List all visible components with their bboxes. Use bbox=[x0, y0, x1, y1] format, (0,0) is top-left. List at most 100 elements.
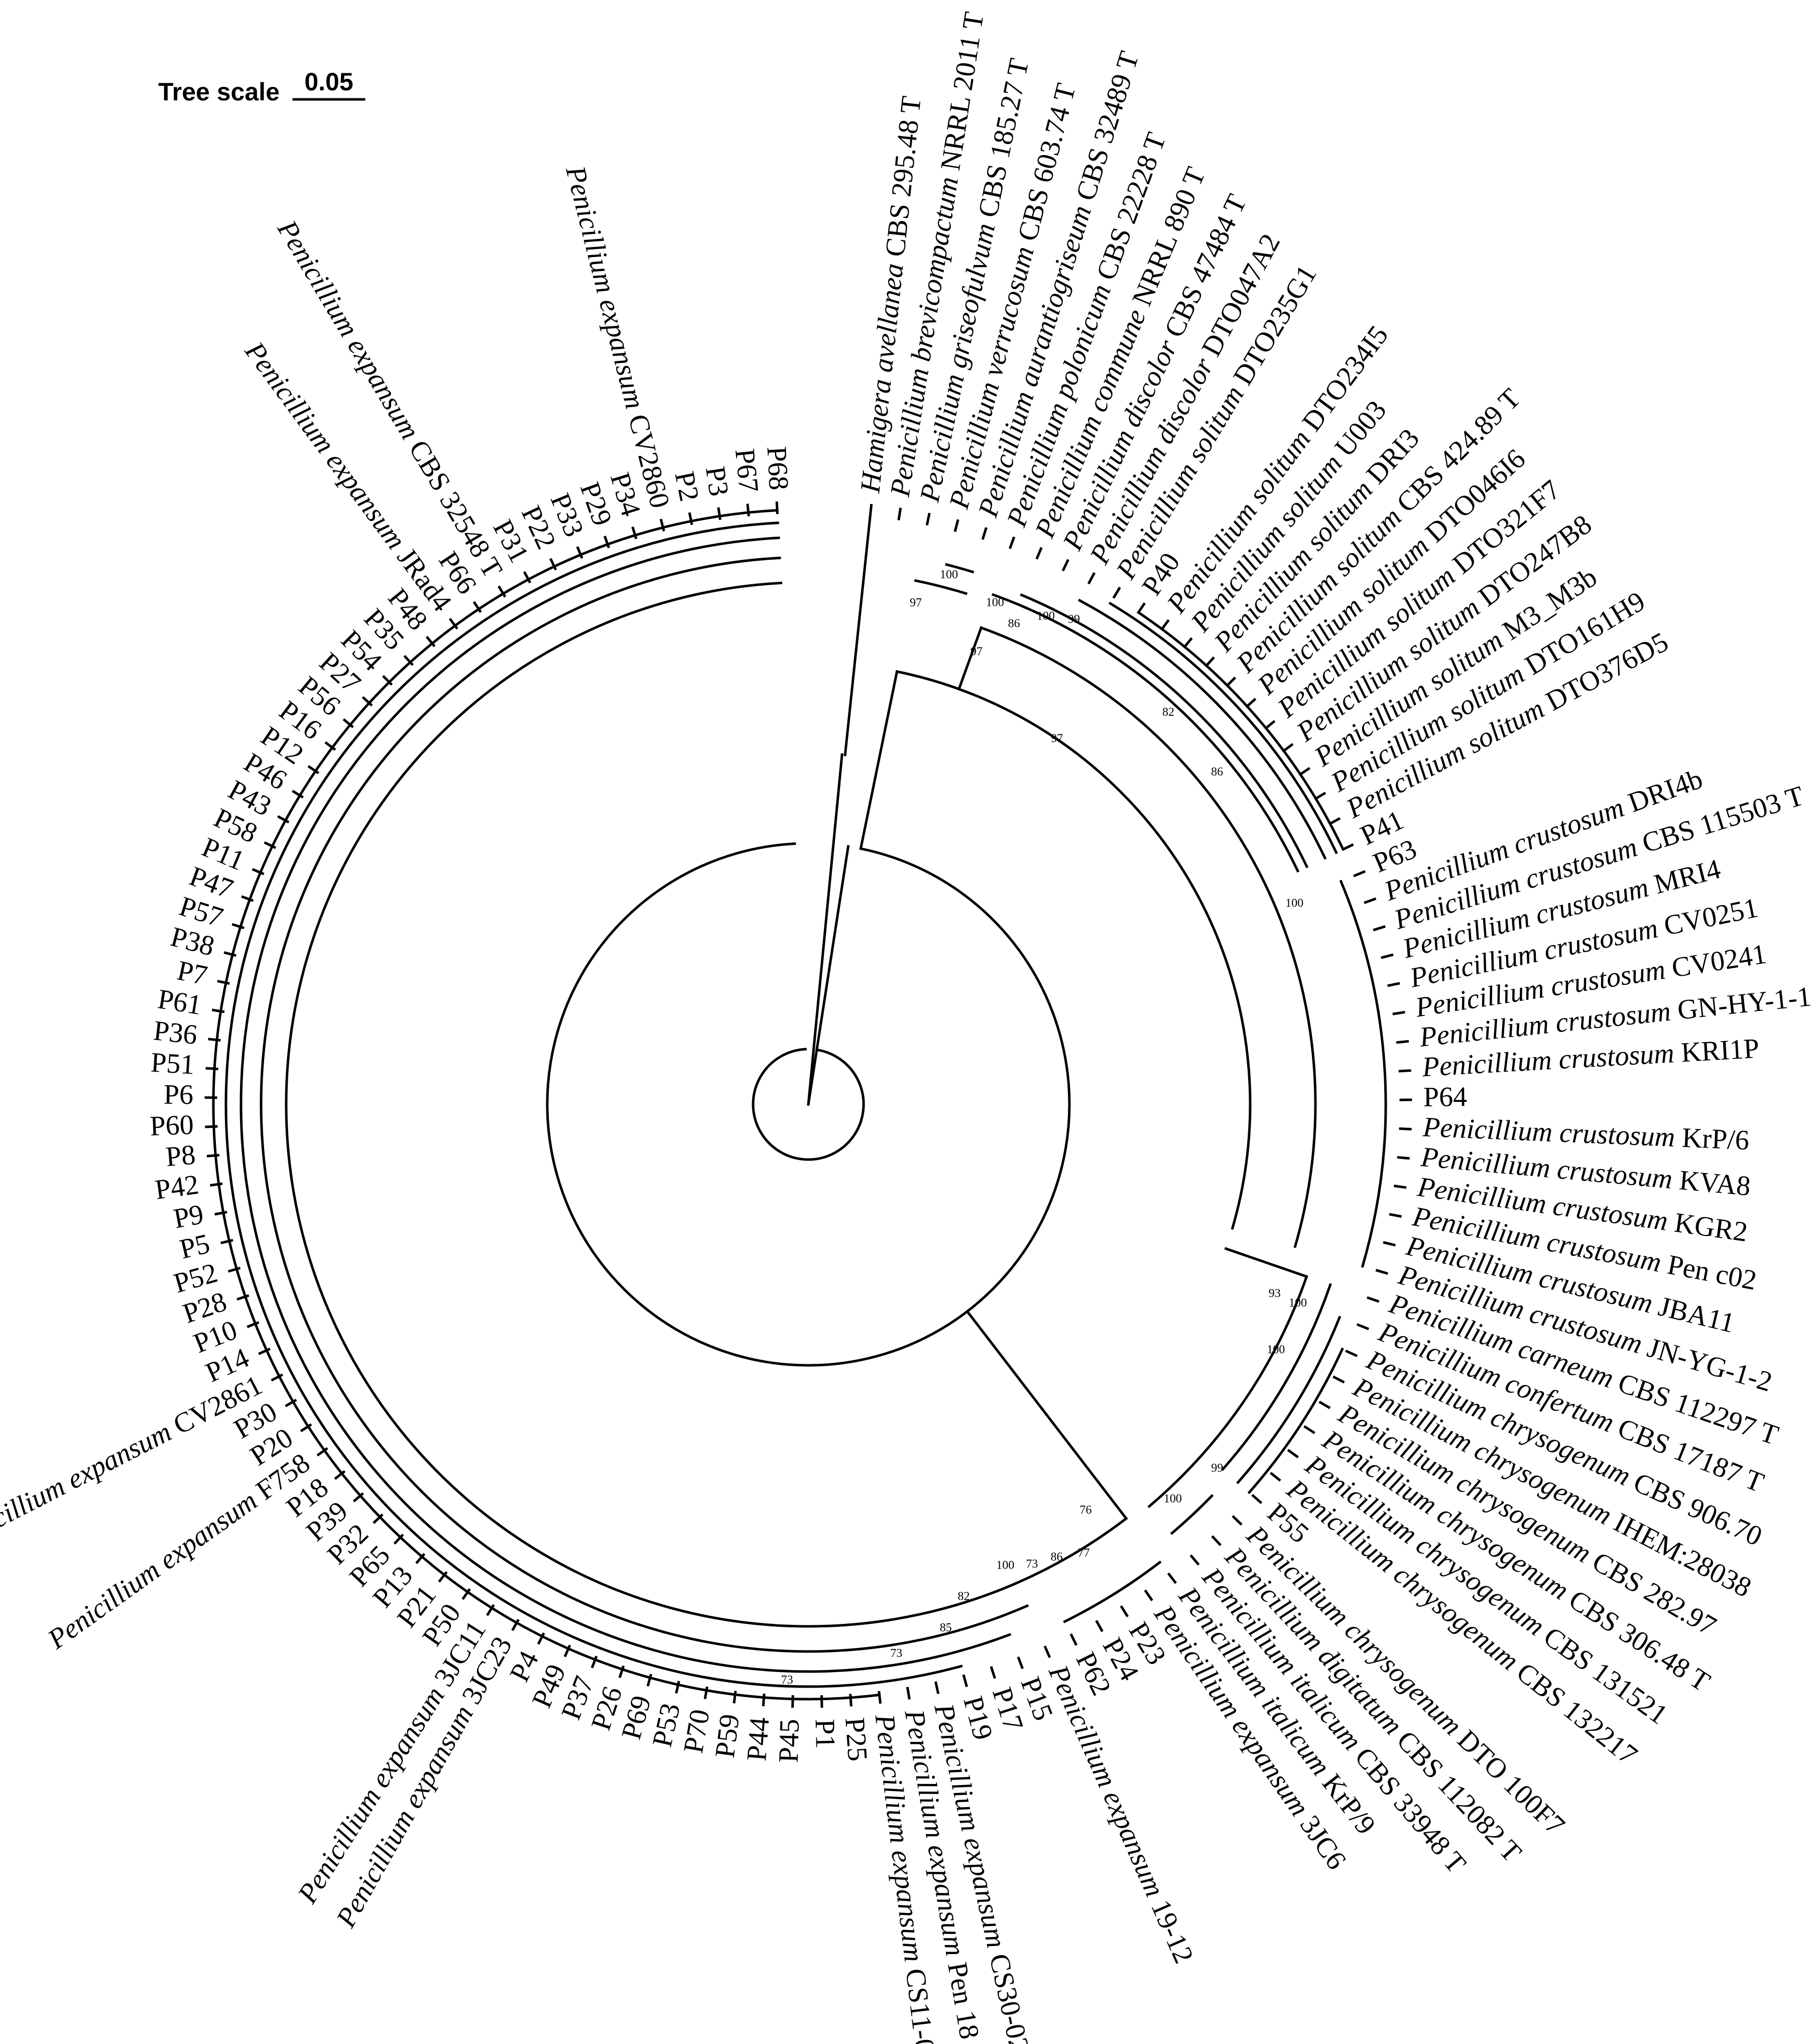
terminal-branch bbox=[373, 1513, 384, 1524]
support-value: 100 bbox=[996, 1559, 1014, 1572]
terminal-branch bbox=[1393, 1184, 1407, 1189]
terminal-branch bbox=[1332, 1375, 1345, 1384]
tree-scale-title: Tree scale bbox=[158, 78, 280, 106]
terminal-branch bbox=[1008, 536, 1016, 549]
leaf-strain-id: KVA8 bbox=[1678, 1165, 1752, 1202]
terminal-branch bbox=[258, 1347, 271, 1355]
clade-arc bbox=[285, 581, 1128, 1628]
terminal-branch bbox=[897, 507, 902, 521]
terminal-branch bbox=[1061, 559, 1069, 572]
terminal-branch bbox=[252, 868, 265, 875]
leaf-strain-id: P8 bbox=[164, 1139, 196, 1173]
terminal-branch bbox=[523, 571, 532, 584]
clade-arc bbox=[1339, 879, 1387, 1268]
terminal-branch bbox=[703, 1686, 708, 1700]
terminal-branch bbox=[210, 1182, 223, 1187]
terminal-branch bbox=[425, 635, 436, 648]
terminal-branch bbox=[277, 815, 290, 824]
terminal-branch bbox=[618, 1665, 625, 1679]
terminal-branch bbox=[925, 513, 931, 526]
leaf-strain-id: P45 bbox=[773, 1719, 805, 1763]
terminal-branch bbox=[1356, 1323, 1369, 1331]
leaf-strain-id: P61 bbox=[156, 983, 204, 1021]
clade-arc bbox=[1077, 598, 1327, 860]
terminal-branch bbox=[1160, 619, 1170, 631]
leaf-strain-id: P70 bbox=[678, 1707, 716, 1755]
support-value: 100 bbox=[940, 568, 958, 581]
leaf-label: P8 bbox=[164, 1139, 196, 1173]
terminal-branch bbox=[1345, 1349, 1358, 1357]
terminal-branch bbox=[231, 923, 245, 930]
terminal-branch bbox=[631, 526, 638, 540]
clade-arc bbox=[752, 1048, 865, 1161]
terminal-branch bbox=[448, 617, 458, 630]
clade-arc bbox=[945, 563, 975, 574]
leaf-strain-id: P64 bbox=[1423, 1081, 1468, 1113]
terminal-branch bbox=[415, 1553, 426, 1565]
leaf-label: P7 bbox=[175, 955, 210, 991]
terminal-branch bbox=[220, 1239, 233, 1244]
terminal-branch bbox=[1035, 547, 1043, 560]
terminal-branch bbox=[236, 1294, 250, 1301]
clade-arc bbox=[224, 521, 963, 1688]
terminal-branch bbox=[1087, 572, 1096, 585]
leaf-label: P25 bbox=[839, 1716, 873, 1762]
terminal-branch bbox=[352, 1492, 364, 1503]
terminal-branch bbox=[1328, 817, 1341, 826]
terminal-branch bbox=[1314, 792, 1326, 801]
leaf-label: P3 bbox=[699, 464, 735, 498]
terminal-branch bbox=[1095, 1620, 1104, 1632]
terminal-branch bbox=[285, 1398, 297, 1408]
terminal-branch bbox=[762, 1694, 766, 1707]
leaf-label: P42 bbox=[153, 1169, 201, 1206]
clade-arc bbox=[1063, 1560, 1162, 1623]
leaf-strain-id: CS11-01 bbox=[899, 1967, 942, 2044]
leaf-label: Penicillium expansum CV2860 bbox=[559, 163, 675, 512]
terminal-branch bbox=[472, 601, 482, 613]
terminal-branch bbox=[1392, 1010, 1405, 1015]
leaf-label: P36 bbox=[152, 1015, 199, 1051]
terminal-branch bbox=[1282, 743, 1294, 753]
terminal-branch bbox=[646, 1674, 653, 1687]
clade-arc bbox=[1236, 1316, 1342, 1484]
terminal-branch bbox=[1204, 656, 1215, 668]
clade-arc bbox=[546, 842, 1071, 1367]
leaf-strain-id: Pen c02 bbox=[1665, 1249, 1759, 1296]
terminal-branch bbox=[675, 1681, 680, 1694]
support-value: 100 bbox=[1289, 1297, 1307, 1310]
clade-arc bbox=[1247, 1347, 1344, 1494]
terminal-branch bbox=[1225, 676, 1237, 688]
terminal-branch bbox=[981, 527, 988, 540]
leaf-label: P5 bbox=[177, 1228, 213, 1265]
support-value: 73 bbox=[781, 1674, 793, 1687]
leaf-label: Penicillium expansum 3JC23 bbox=[330, 1631, 518, 1933]
terminal-branch bbox=[1383, 1241, 1396, 1247]
leaf-strain-id: CS30-02 bbox=[983, 1951, 1035, 2044]
leaf-label: P45 bbox=[773, 1719, 805, 1763]
support-values: 100 97 100 97 86 100 99 82 86 97 100 93 100 100 99 100 7… bbox=[781, 568, 1307, 1687]
terminal-branch bbox=[227, 1266, 241, 1273]
leaf-strain-id: DRI4b bbox=[1624, 763, 1707, 818]
terminal-branch bbox=[906, 1687, 911, 1700]
terminal-branch bbox=[1396, 1040, 1409, 1044]
support-value: 73 bbox=[890, 1647, 902, 1660]
terminal-branch bbox=[271, 1373, 283, 1382]
leaf-strain-id: Pen 18 bbox=[941, 1960, 985, 2041]
leaf-label: Penicillium expansum 19-12 bbox=[1042, 1660, 1199, 1968]
terminal-branch bbox=[1189, 1554, 1200, 1566]
support-value: 100 bbox=[1037, 610, 1055, 623]
leaf-strain-id: KGR2 bbox=[1672, 1207, 1749, 1248]
terminal-branch bbox=[1287, 1449, 1299, 1459]
leaf-species: Penicillium expansum bbox=[559, 163, 652, 419]
leaf-strain-id: P6 bbox=[164, 1079, 194, 1110]
terminal-branch bbox=[1144, 1589, 1153, 1601]
terminal-branch bbox=[1167, 1572, 1177, 1584]
support-value: 100 bbox=[1164, 1492, 1182, 1505]
terminal-branch bbox=[486, 1604, 495, 1616]
terminal-branch bbox=[1381, 953, 1394, 959]
leaf-labels: Hamigera avellanea CBS 295.48 TPenicilli… bbox=[0, 10, 1813, 2044]
terminal-branch bbox=[1397, 1156, 1410, 1160]
support-value: 100 bbox=[986, 596, 1004, 609]
terminal-branch bbox=[461, 1588, 471, 1600]
